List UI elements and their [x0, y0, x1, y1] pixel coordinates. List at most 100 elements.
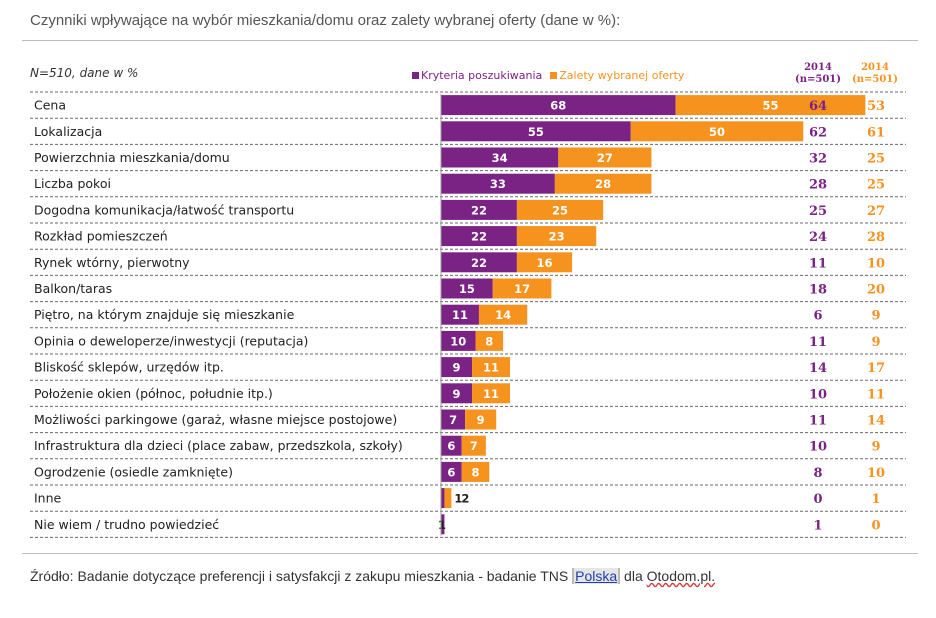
- category-label: Rynek wtórny, pierwotny: [34, 255, 190, 270]
- bar-zalety: [675, 95, 866, 116]
- data-label-zalety: 11: [483, 361, 499, 375]
- comparison-2014-zalety: 9: [871, 335, 880, 350]
- data-label-zalety: 11: [483, 387, 499, 401]
- comparison-2014-kryteria: 11: [809, 256, 827, 271]
- comparison-2014-kryteria: 10: [809, 440, 827, 455]
- category-label: Cena: [34, 98, 66, 113]
- source-link[interactable]: Polska: [572, 568, 621, 584]
- bar-zalety: [465, 409, 497, 430]
- comparison-2014-kryteria: 18: [809, 283, 827, 298]
- data-label-kryteria: 9: [453, 387, 461, 401]
- bar-kryteria: [441, 330, 476, 351]
- legend-label-series2: Zalety wybranej oferty: [559, 69, 685, 82]
- data-label-kryteria: 6: [447, 465, 455, 479]
- column-header-year: 2014: [861, 62, 889, 73]
- category-label: Rozkład pomieszczeń: [34, 229, 168, 244]
- bar-kryteria: [441, 278, 493, 299]
- comparison-2014-kryteria: 11: [809, 414, 827, 429]
- column-header-2014-zalety: 2014 (n=501): [847, 62, 903, 86]
- comparison-2014-kryteria: 28: [809, 178, 827, 193]
- data-label-kryteria: 10: [450, 334, 466, 348]
- data-label-kryteria: 9: [453, 361, 461, 375]
- data-label-zalety: 28: [595, 177, 611, 191]
- comparison-2014-kryteria: 8: [813, 466, 822, 481]
- bar-kryteria: [441, 409, 466, 430]
- bar-kryteria: [441, 173, 555, 194]
- source-prefix: Źródło: Badanie dotyczące preferencji i …: [30, 568, 573, 584]
- data-label-zalety: 16: [536, 256, 552, 270]
- comparison-2014-kryteria: 0: [813, 492, 822, 507]
- data-label-zalety: 25: [552, 203, 568, 217]
- bar-zalety: [492, 278, 552, 299]
- data-label-zalety: 27: [597, 151, 613, 165]
- bottom-divider: [22, 553, 918, 554]
- bar-zalety: [475, 330, 504, 351]
- source-note: Źródło: Badanie dotyczące preferencji i …: [30, 568, 715, 584]
- bar-zalety: [630, 121, 804, 142]
- category-label: Możliwości parkingowe (garaż, własne mie…: [34, 412, 397, 427]
- sample-note: N=510, dane w %: [30, 66, 139, 80]
- bar-zalety: [516, 252, 573, 273]
- category-label: Piętro, na którym znajduje się mieszkani…: [34, 307, 295, 322]
- bar-kryteria: [441, 121, 631, 142]
- comparison-2014-kryteria: 6: [813, 309, 822, 324]
- bar-zalety: [554, 173, 652, 194]
- bar-zalety: [472, 383, 510, 404]
- comparison-2014-zalety: 53: [867, 99, 885, 114]
- bar-zalety: [478, 304, 528, 325]
- data-label-kryteria: 7: [449, 413, 457, 427]
- data-label-kryteria: 55: [528, 125, 544, 139]
- data-label-zalety: 7: [470, 439, 478, 453]
- comparison-2014-kryteria: 11: [809, 335, 827, 350]
- comparison-2014-zalety: 10: [867, 256, 885, 271]
- bar-kryteria: [441, 199, 517, 220]
- category-label: Lokalizacja: [34, 124, 102, 139]
- data-label-kryteria: 1: [438, 518, 446, 532]
- bar-zalety: [516, 199, 604, 220]
- data-label-zalety: 17: [514, 282, 530, 296]
- category-label: Balkon/taras: [34, 281, 112, 296]
- comparison-2014-zalety: 9: [871, 440, 880, 455]
- bar-kryteria: [441, 488, 445, 509]
- data-label-kryteria: 22: [471, 256, 487, 270]
- source-mid: dla: [620, 568, 647, 584]
- bar-zalety: [516, 226, 597, 247]
- data-label-kryteria: 22: [471, 203, 487, 217]
- page-title: Czynniki wpływające na wybór mieszkania/…: [30, 12, 621, 29]
- comparison-2014-kryteria: 32: [809, 152, 827, 167]
- legend-item-series1: Kryteria poszukiwania: [412, 69, 542, 82]
- data-label-kryteria: 22: [471, 230, 487, 244]
- comparison-2014-kryteria: 62: [809, 125, 827, 140]
- category-label: Bliskość sklepów, urzędów itp.: [34, 360, 224, 375]
- comparison-2014-zalety: 1: [871, 492, 880, 507]
- category-label: Powierzchnia mieszkania/domu: [34, 150, 230, 165]
- data-label-zalety: 50: [709, 125, 725, 139]
- column-header-2014-kryteria: 2014 (n=501): [790, 62, 846, 86]
- category-label: Nie wiem / trudno powiedzieć: [34, 517, 219, 532]
- comparison-2014-kryteria: 64: [809, 99, 827, 114]
- bar-zalety: [558, 147, 652, 168]
- data-label-zalety: 23: [549, 230, 565, 244]
- bar-zalety: [472, 357, 510, 378]
- comparison-2014-zalety: 28: [867, 230, 885, 245]
- bar-kryteria: [441, 461, 462, 482]
- comparison-2014-kryteria: 14: [809, 361, 827, 376]
- category-label: Położenie okien (północ, południe itp.): [34, 386, 273, 401]
- category-label: Infrastruktura dla dzieci (place zabaw, …: [34, 438, 403, 453]
- comparison-2014-zalety: 11: [867, 387, 885, 402]
- data-label-zalety: 55: [762, 99, 778, 113]
- comparison-2014-zalety: 10: [867, 466, 885, 481]
- comparison-2014-zalety: 25: [867, 152, 885, 167]
- data-label-zalety: 14: [495, 308, 511, 322]
- bar-zalety: [444, 488, 452, 509]
- category-label: Opinia o deweloperze/inwestycji (reputac…: [34, 333, 308, 348]
- comparison-2014-zalety: 17: [867, 361, 885, 376]
- legend-swatch-series1: [412, 72, 419, 79]
- comparison-2014-kryteria: 1: [813, 518, 822, 533]
- column-header-n: (n=501): [795, 74, 841, 85]
- column-header-year: 2014: [804, 62, 832, 73]
- bar-kryteria: [441, 514, 445, 535]
- bar-kryteria: [441, 147, 559, 168]
- category-label: Ogrodzenie (osiedle zamknięte): [34, 464, 233, 479]
- bar-kryteria: [441, 252, 517, 273]
